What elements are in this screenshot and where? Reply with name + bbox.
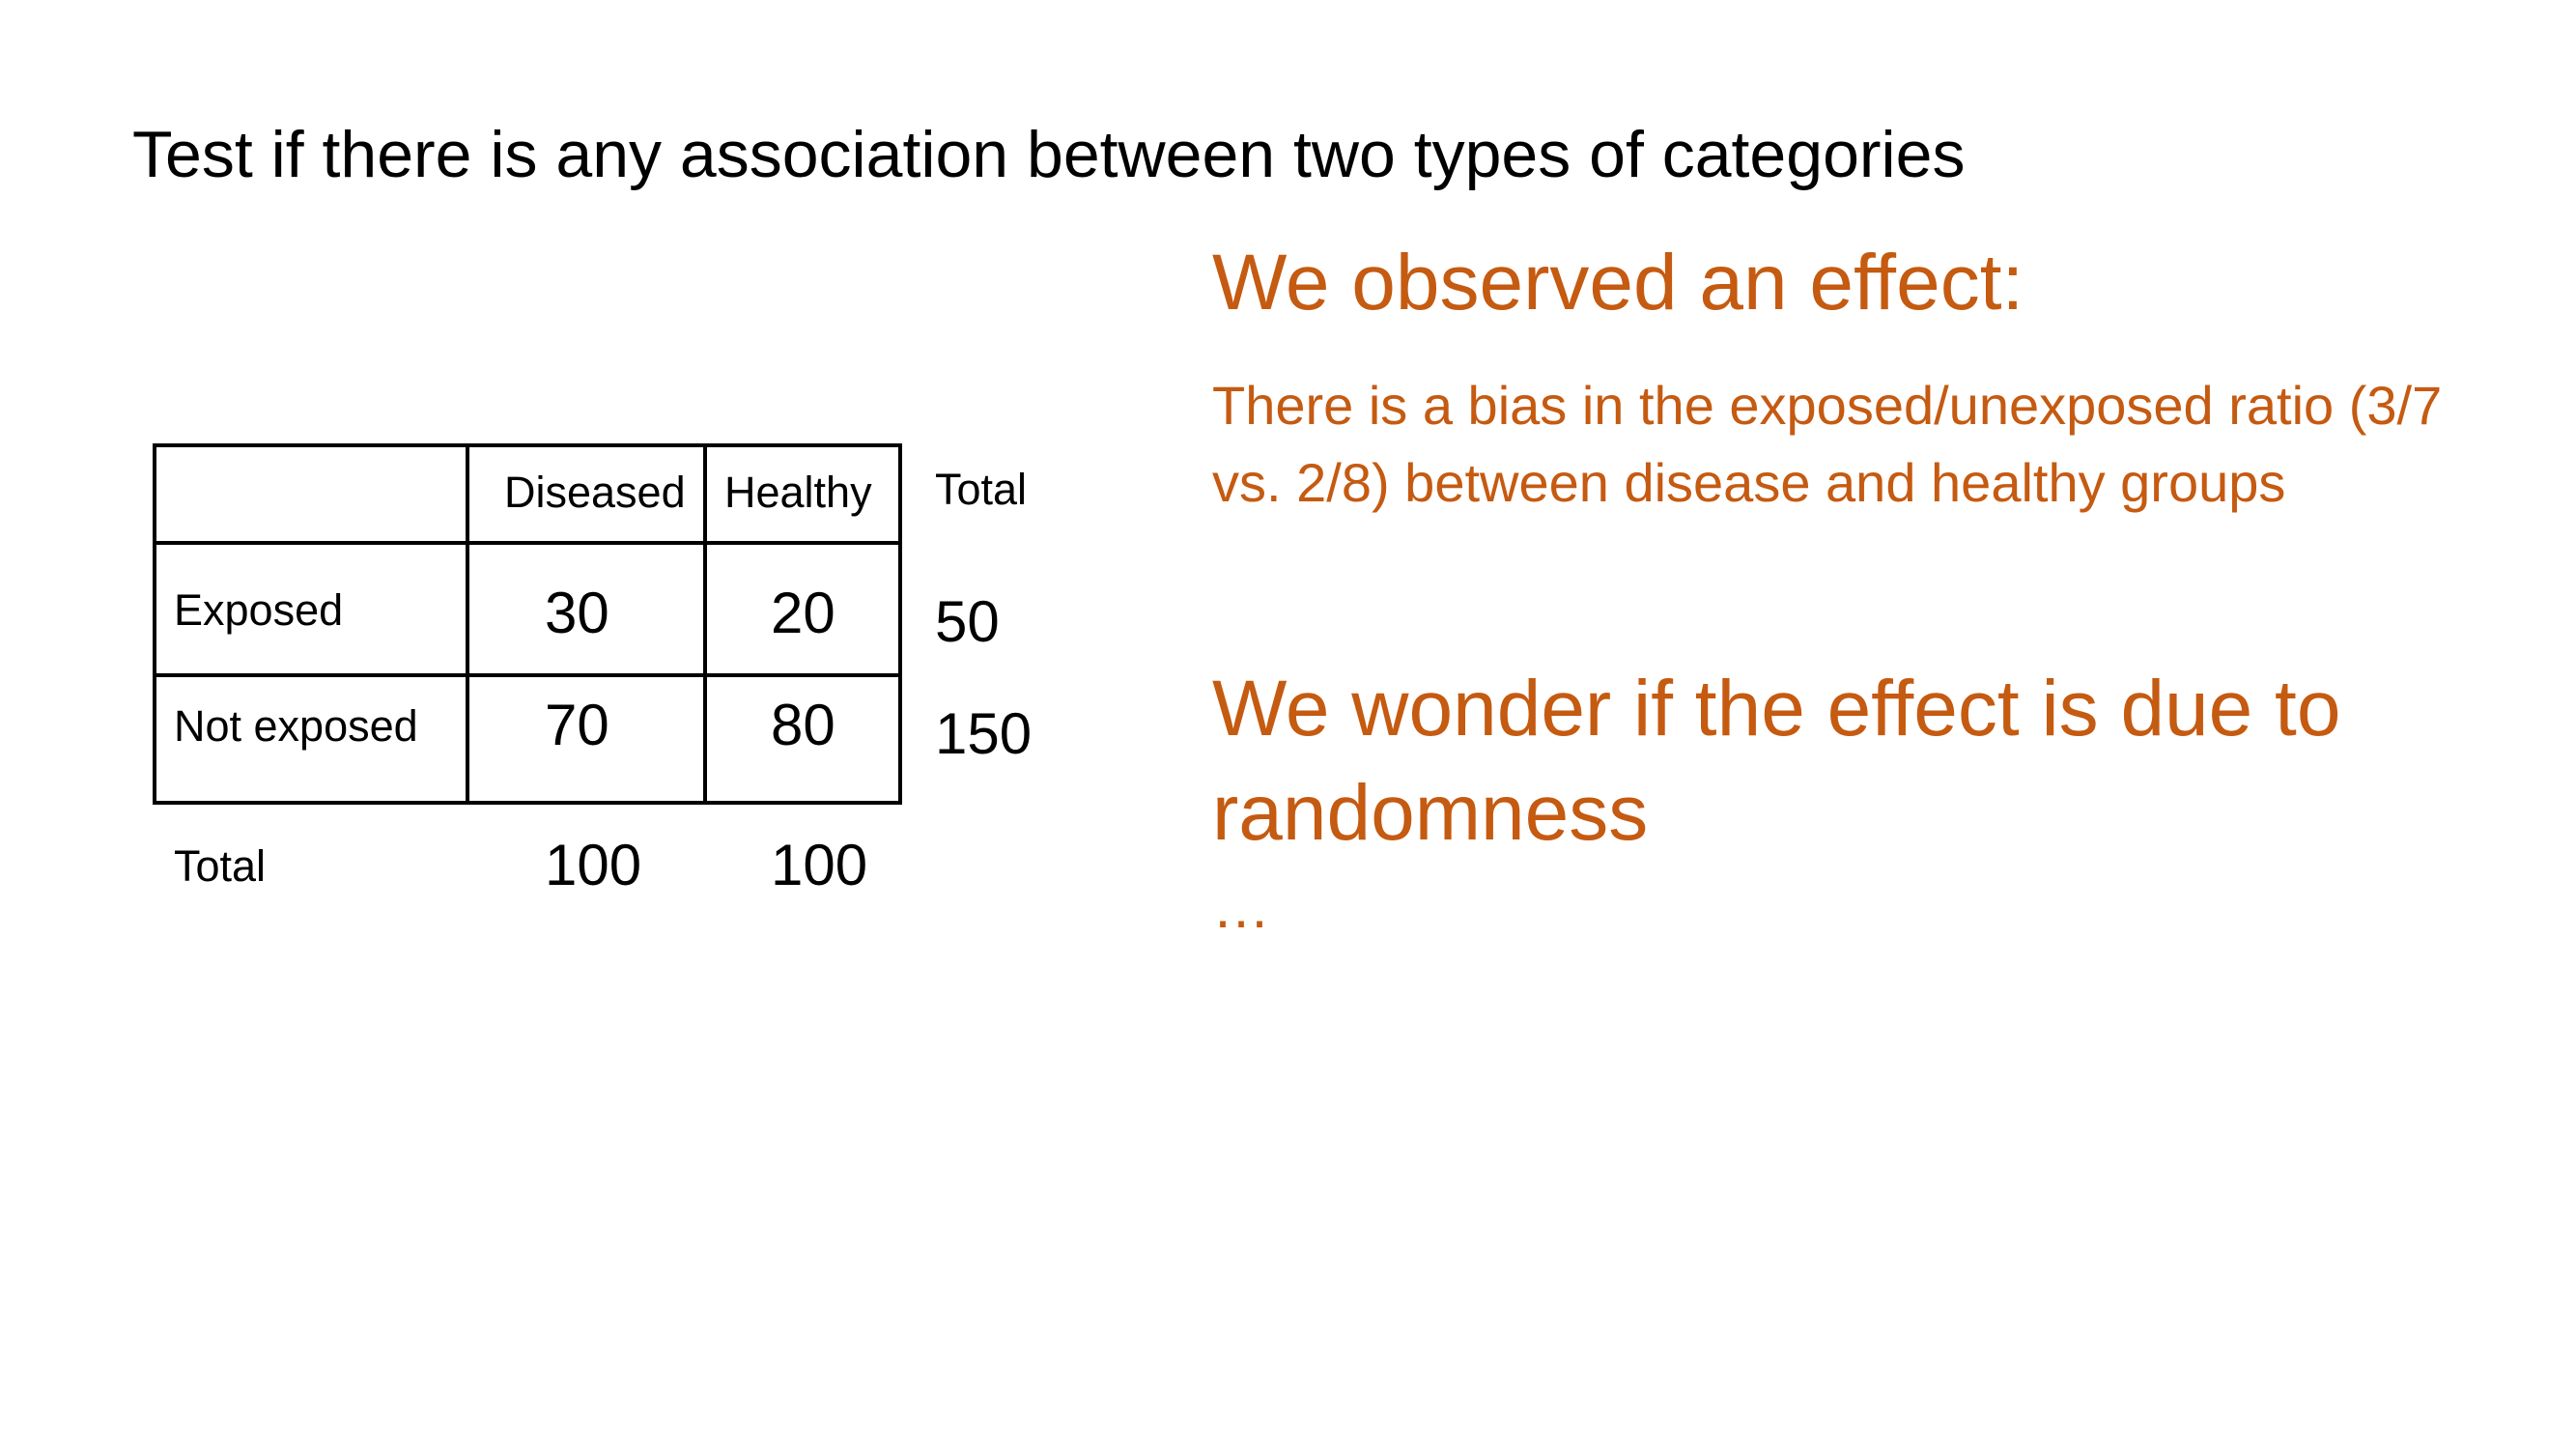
table-border-right <box>898 443 902 805</box>
effect-heading: We observed an effect: <box>1212 239 2024 327</box>
table-border-top <box>153 443 902 447</box>
table-line-row1 <box>153 673 902 677</box>
row-label-exposed: Exposed <box>174 585 344 635</box>
column-header-diseased: Diseased <box>504 468 686 517</box>
randomness-question: We wonder if the effect is due to random… <box>1212 665 2341 857</box>
cell-exposed-healthy: 20 <box>771 581 835 645</box>
column-total-healthy: 100 <box>771 833 868 897</box>
row-label-not-exposed: Not exposed <box>174 701 418 751</box>
slide-title: Test if there is any association between… <box>132 118 1966 191</box>
column-total-diseased: 100 <box>545 833 642 897</box>
effect-body: There is a bias in the exposed/unexposed… <box>1212 375 2443 513</box>
table-border-bottom <box>153 801 902 805</box>
row-total-exposed: 50 <box>935 589 1000 654</box>
table-line-col1 <box>466 443 469 805</box>
cell-exposed-diseased: 30 <box>545 581 609 645</box>
column-header-healthy: Healthy <box>724 468 872 517</box>
cell-not-exposed-diseased: 70 <box>545 693 609 757</box>
cell-not-exposed-healthy: 80 <box>771 693 835 757</box>
table-line-col2 <box>703 443 707 805</box>
row-label-total: Total <box>174 841 267 891</box>
contingency-table: Diseased Healthy Exposed 30 20 Not expos… <box>153 443 902 805</box>
column-header-total: Total <box>935 465 1028 514</box>
table-border-left <box>153 443 156 805</box>
row-total-not-exposed: 150 <box>935 701 1033 766</box>
table-line-header <box>153 541 902 545</box>
ellipsis: … <box>1212 875 1270 940</box>
